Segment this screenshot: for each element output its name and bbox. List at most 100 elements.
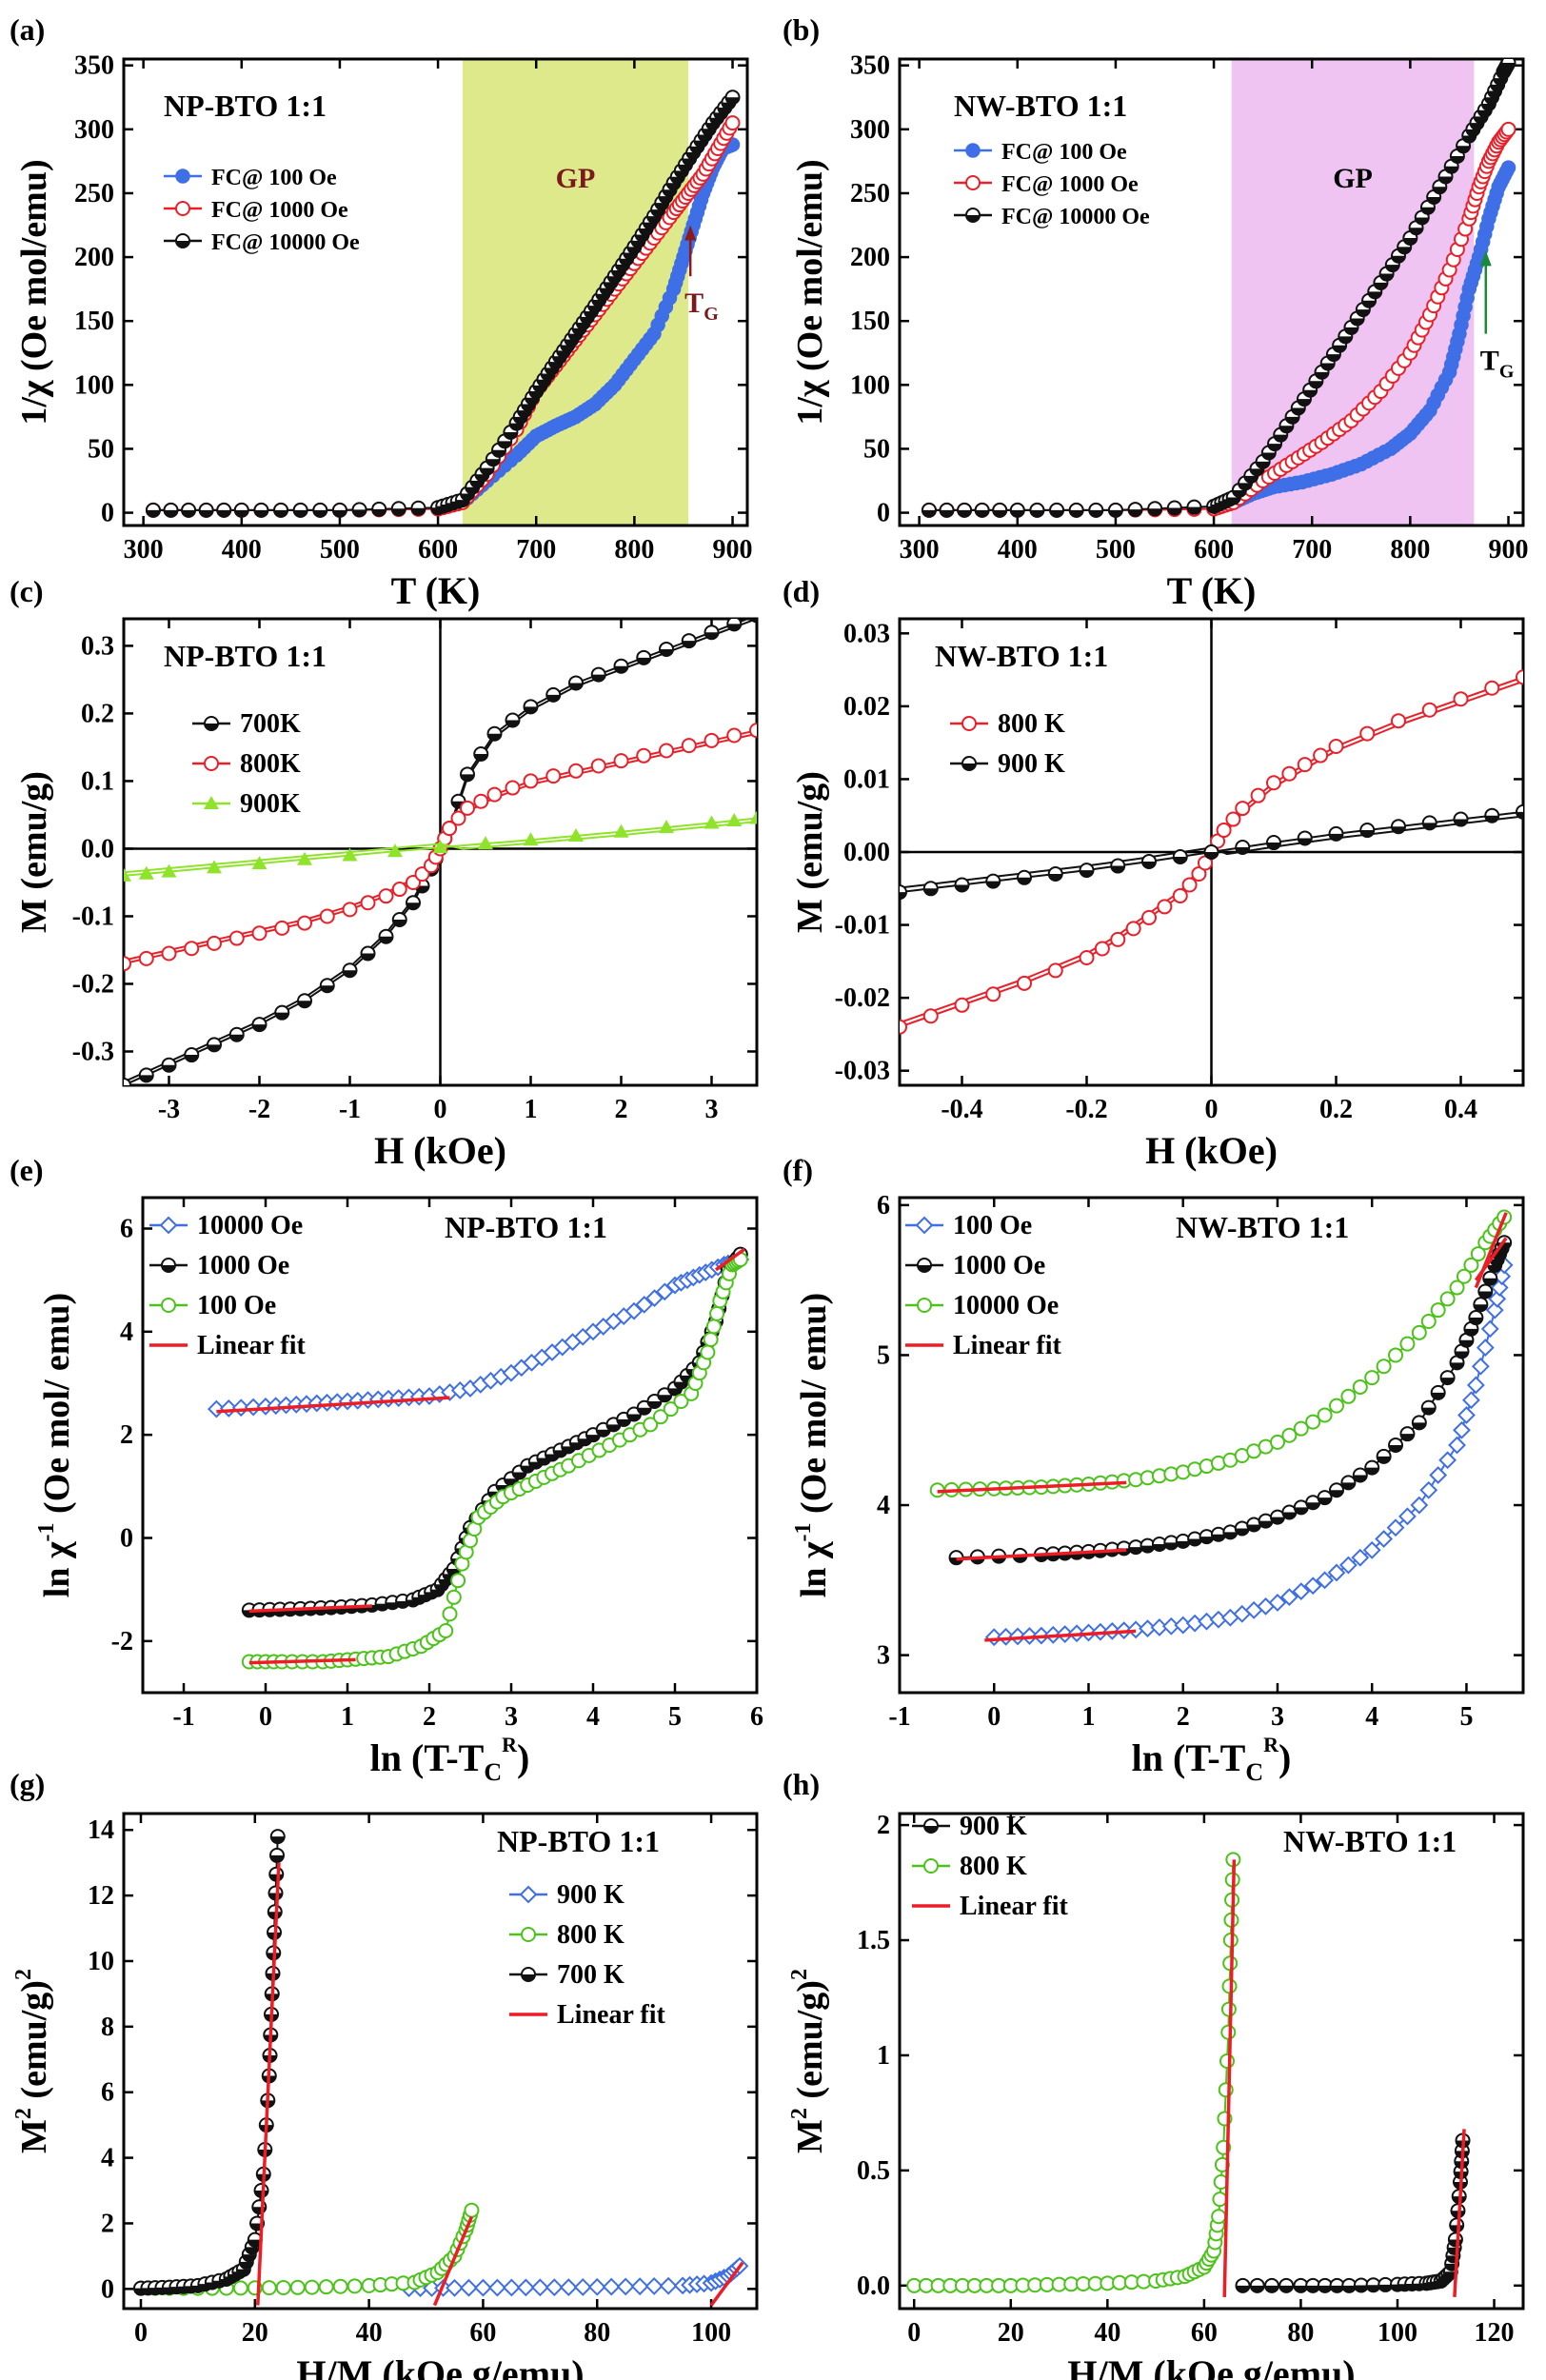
marker-fill <box>199 509 213 517</box>
marker-fill <box>1320 363 1335 370</box>
x-label-sup: R <box>1263 1733 1279 1756</box>
data-point <box>124 867 131 882</box>
data-point <box>1172 887 1188 903</box>
marker-fill <box>1306 2285 1320 2292</box>
legend-label: 100 Oe <box>197 1291 276 1320</box>
x-tick-label: 2 <box>1177 1702 1190 1732</box>
marker-fill <box>596 1429 610 1437</box>
data-point <box>545 768 562 784</box>
panel-label: (g) <box>10 1767 45 1801</box>
annotation-arrowhead <box>684 225 697 241</box>
y-tick-label: -0.2 <box>72 969 114 999</box>
marker-fill <box>1226 497 1240 505</box>
data-point <box>1219 2053 1236 2069</box>
y-tick-label: 2 <box>877 1811 890 1840</box>
marker-fill <box>361 953 375 961</box>
marker-fill <box>461 774 474 782</box>
marker-fill <box>674 170 688 178</box>
y-tick-label: 50 <box>863 434 890 464</box>
legend-label: 700 K <box>557 1960 624 1990</box>
data-point <box>1292 1582 1311 1601</box>
panel-g: 0 20 40 60 80 100 0 2 4 6 8 10 12 14 (g) NP-BTO 1:1 H/M … <box>10 1767 759 2380</box>
legend-label: 10000 Oe <box>197 1211 303 1240</box>
y-tick-label: 100 <box>74 370 114 400</box>
data-point <box>318 2279 334 2295</box>
fit-line <box>714 1247 746 1272</box>
marker-fill <box>1140 1545 1155 1553</box>
marker-fill <box>1379 273 1394 281</box>
data-point <box>602 2277 621 2296</box>
data-point <box>1235 840 1251 856</box>
marker-fill <box>252 1024 267 1032</box>
data-point <box>1352 1378 1368 1395</box>
y-tick-label: 0.02 <box>843 692 890 722</box>
data-point <box>268 1866 285 1882</box>
data-point <box>1375 1530 1394 1548</box>
marker-fill <box>1167 507 1181 515</box>
data-point <box>406 895 421 911</box>
data-point <box>1391 713 1406 729</box>
y-tick-label: -0.02 <box>835 983 890 1013</box>
y-label-sup: 2 <box>11 2108 36 2119</box>
data-point <box>1278 2277 1295 2293</box>
legend-marker <box>923 1818 939 1834</box>
data-point <box>1029 502 1045 518</box>
marker-fill <box>1494 78 1508 86</box>
data-point <box>371 501 387 517</box>
marker-fill <box>1374 282 1388 289</box>
data-point <box>1186 499 1202 515</box>
marker-fill <box>1341 1482 1356 1490</box>
data-point <box>1488 1289 1507 1308</box>
marker-fill <box>1360 830 1375 838</box>
data-point <box>1516 803 1523 820</box>
data-point <box>1376 1359 1392 1375</box>
data-point <box>568 827 584 842</box>
panel-label: (e) <box>10 1153 44 1187</box>
data-point <box>274 1004 290 1021</box>
legend-marker <box>961 716 977 731</box>
marker-fill <box>1455 1351 1469 1359</box>
y-tick-label: 0 <box>120 1524 133 1554</box>
data-point <box>590 666 606 683</box>
panel-b: GP 300 400 500 600 700 800 900 0 50 100 150 200 250 30… <box>783 12 1529 612</box>
marker-fill <box>1457 146 1471 153</box>
y-label-end: (Oe mol/ emu) <box>794 1293 834 1523</box>
data-point <box>1340 1388 1357 1404</box>
data-point <box>954 997 970 1013</box>
legend-label: 10000 Oe <box>953 1291 1059 1320</box>
y-label-end: (emu/g) <box>14 1980 54 2108</box>
data-point <box>1281 1504 1298 1520</box>
marker-fill <box>1477 109 1492 117</box>
marker-fill <box>1350 318 1364 326</box>
marker-fill <box>1454 819 1468 826</box>
data-point <box>1327 1563 1346 1582</box>
marker-fill <box>1256 461 1270 468</box>
data-point <box>1094 941 1110 957</box>
region-label: GP <box>1333 163 1373 194</box>
data-point <box>1439 1291 1456 1307</box>
data-point <box>985 986 1001 1002</box>
y-axis-label: M2 (emu/g)2 <box>787 1969 830 2153</box>
y-tick-label: 0.3 <box>81 631 114 661</box>
x-axis-label: H (kOe) <box>1145 1129 1278 1172</box>
marker-fill <box>524 706 538 714</box>
data-point <box>1362 1540 1381 1559</box>
y-axis-label: M (emu/g) <box>790 771 830 933</box>
legend-label: 900 K <box>998 749 1065 779</box>
marker-fill <box>1459 1339 1474 1347</box>
data-point <box>1329 2277 1345 2293</box>
data-point <box>1279 1588 1298 1606</box>
marker-fill <box>1485 815 1499 823</box>
data-point <box>1305 1414 1321 1430</box>
data-point <box>1463 1257 1479 1273</box>
x-tick-label: 600 <box>418 535 458 565</box>
marker-fill <box>966 215 980 222</box>
data-point <box>644 2276 664 2295</box>
data-point <box>1316 1571 1335 1590</box>
data-point <box>1421 702 1437 718</box>
legend-marker <box>159 1216 178 1235</box>
x-tick-label: 40 <box>356 2318 383 2348</box>
marker-fill <box>1080 870 1094 878</box>
data-point <box>630 2277 649 2296</box>
data-point <box>1127 502 1143 518</box>
